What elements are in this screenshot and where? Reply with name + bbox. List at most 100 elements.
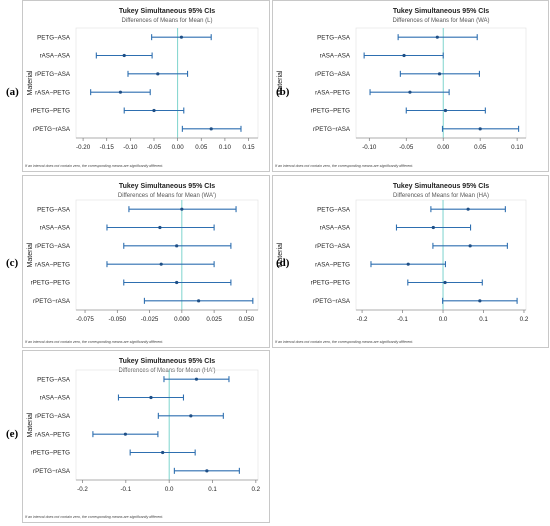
category-label: rPETG−rASA [33,468,71,475]
category-label: rASA−ASA [40,225,71,232]
ci-midpoint [156,72,160,76]
y-axis-label: Material [27,412,34,437]
ci-midpoint [466,207,470,211]
category-label: rPETG−rASA [313,126,351,133]
chart-subtitle: Differences of Means for Mean (L) [122,18,213,24]
x-tick-label: 0.15 [243,144,256,151]
ci-midpoint [123,432,127,436]
x-tick-label: 0.2 [520,316,529,323]
panel-frame [22,0,270,172]
category-label: PETG−ASA [317,34,351,41]
ci-midpoint [435,35,439,39]
x-tick-label: -0.2 [357,316,368,323]
category-label: PETG−ASA [37,376,71,383]
x-tick-label: 0.025 [206,316,222,323]
x-tick-label: 0.0 [439,316,448,323]
category-label: rPETG−ASA [315,243,351,250]
category-label: rASA−PETG [35,89,70,96]
ci-midpoint [189,414,193,418]
category-label: PETG−ASA [317,206,351,213]
x-tick-label: 0.05 [195,144,208,151]
footnote: If an interval does not contain zero, th… [25,515,163,519]
ci-midpoint [408,90,412,94]
footnote: If an interval does not contain zero, th… [25,164,163,168]
footnote: If an interval does not contain zero, th… [275,164,413,168]
chart-panel: Tukey Simultaneous 95% CIs Differences of… [22,0,270,172]
footnote: If an interval does not contain zero, th… [25,340,163,344]
chart-subtitle: Differences of Means for Mean (WA) [392,18,489,24]
ci-midpoint [402,53,406,58]
chart-title: Tukey Simultaneous 95% CIs [393,8,489,15]
panel-frame [22,175,270,348]
panel-label-d: (d) [276,257,290,269]
ci-midpoint [205,469,209,473]
x-tick-label: 0.000 [174,316,190,323]
x-tick-label: 0.00 [172,144,185,151]
ci-midpoint [437,72,442,76]
x-tick-label: -0.10 [123,144,138,151]
chart-subtitle: Differences of Means for Mean (HA) [393,193,489,199]
category-label: rPETG−rASA [33,298,71,305]
panel-frame [272,0,549,172]
y-axis-label: Material [27,70,34,95]
y-axis-label: Material [277,242,284,267]
category-label: rASA−PETG [35,261,70,268]
x-tick-label: -0.15 [100,144,115,151]
category-label: rPETG−ASA [35,71,71,78]
ci-midpoint [149,395,153,400]
x-tick-label: -0.025 [141,316,159,323]
chart-panel: Tukey Simultaneous 95% CIs Differences of… [22,350,270,523]
chart-subtitle: Differences of Means for Mean (HA') [118,368,215,374]
category-label: rASA−PETG [315,261,350,268]
ci-midpoint [179,35,184,39]
ci-midpoint [431,225,435,230]
chart-subtitle: Differences of Means for Mean (WA') [118,193,216,199]
ci-midpoint [443,280,447,285]
ci-midpoint [175,244,179,248]
chart-title: Tukey Simultaneous 95% CIs [119,358,215,365]
x-tick-label: 0.1 [479,316,488,323]
category-label: rPETG−PETG [311,108,351,115]
x-tick-label: -0.10 [362,144,377,151]
ci-midpoint [118,90,123,94]
x-tick-label: 0.050 [239,316,255,323]
category-label: rASA−ASA [40,53,71,60]
category-label: rPETG−PETG [31,108,71,115]
panel-label-a: (a) [6,86,19,98]
category-label: PETG−ASA [37,34,71,41]
category-label: rPETG−rASA [313,298,351,305]
x-tick-label: 0.2 [252,486,261,493]
ci-midpoint [161,450,165,455]
panel-label-b: (b) [276,86,290,98]
x-tick-label: -0.05 [399,144,414,151]
x-tick-label: 0.00 [437,144,450,151]
category-label: rASA−PETG [315,89,350,96]
category-label: rPETG−rASA [33,126,71,133]
category-label: rPETG−PETG [31,280,71,287]
y-axis-label: Material [27,242,34,267]
panel-label-c: (c) [6,257,19,269]
category-label: rASA−ASA [320,53,351,60]
chart-panel: Tukey Simultaneous 95% CIs Differences of… [272,0,549,172]
ci-midpoint [443,108,448,113]
chart-title: Tukey Simultaneous 95% CIs [119,8,215,15]
x-tick-label: 0.10 [511,144,524,151]
panel-label-e: (e) [6,428,19,440]
panel-frame [272,175,549,348]
category-label: rASA−ASA [40,395,71,402]
y-axis-label: Material [277,70,284,95]
ci-midpoint [122,53,126,58]
x-tick-label: -0.050 [109,316,127,323]
ci-midpoint [158,225,162,230]
ci-midpoint [197,299,201,303]
footnote: If an interval does not contain zero, th… [275,340,413,344]
category-label: rPETG−PETG [31,450,71,457]
category-label: rASA−PETG [35,431,70,438]
category-label: rPETG−PETG [311,280,351,287]
x-tick-label: 0.1 [208,486,217,493]
ci-midpoint [478,299,482,303]
x-tick-label: 0.0 [165,486,174,493]
chart-title: Tukey Simultaneous 95% CIs [393,183,489,190]
x-tick-label: -0.1 [397,316,408,323]
